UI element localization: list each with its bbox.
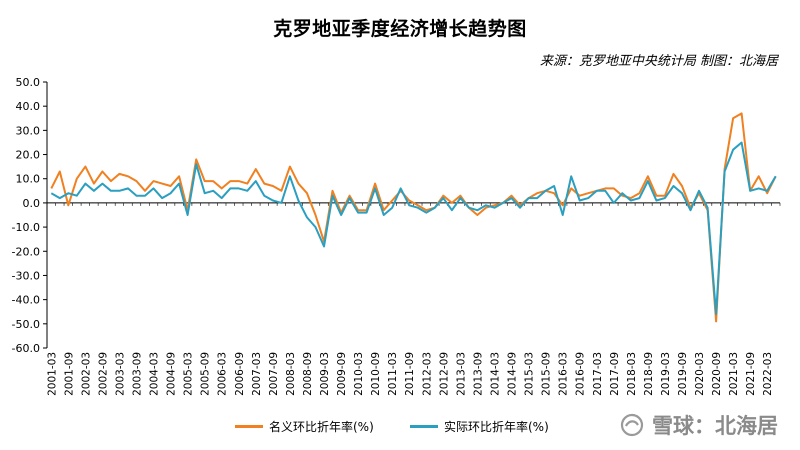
x-tick-label: 2007-09 xyxy=(268,352,280,396)
x-tick-label: 2008-09 xyxy=(302,352,314,396)
series-line-nominal xyxy=(50,112,777,323)
x-tick-label: 2009-03 xyxy=(319,352,331,396)
legend-item: 名义环比折年率(%) xyxy=(235,418,374,435)
x-tick-label: 2017-09 xyxy=(609,352,621,396)
x-tick-label: 2014-09 xyxy=(507,352,519,396)
x-tick-label: 2006-03 xyxy=(217,352,229,396)
x-tick-label: 2003-09 xyxy=(131,352,143,396)
x-tick-label: 2006-09 xyxy=(234,352,246,396)
legend-swatch xyxy=(410,425,438,428)
watermark: 雪球 ： 北海居 xyxy=(620,410,778,440)
x-tick-label: 2003-03 xyxy=(114,352,126,396)
x-tick-label: 2007-03 xyxy=(251,352,263,396)
x-tick-label: 2011-09 xyxy=(404,352,416,396)
x-tick-label: 2020-09 xyxy=(711,352,723,396)
y-tick-label: 10.0 xyxy=(16,173,41,186)
x-tick-label: 2009-09 xyxy=(336,352,348,396)
x-tick-label: 2018-09 xyxy=(643,352,655,396)
y-tick-label: -60.0 xyxy=(12,342,40,355)
x-tick-label: 2015-03 xyxy=(524,352,536,396)
x-tick-label: 2019-09 xyxy=(677,352,689,396)
chart-title: 克罗地亚季度经济增长趋势图 xyxy=(273,18,527,40)
y-tick-label: 0.0 xyxy=(23,197,41,210)
legend-label: 名义环比折年率(%) xyxy=(269,420,374,434)
x-tick-label: 2004-09 xyxy=(166,352,178,396)
x-tick-label: 2014-03 xyxy=(489,352,501,396)
x-tick-label: 2017-03 xyxy=(592,352,604,396)
y-tick-label: -10.0 xyxy=(12,221,40,234)
watermark-brand: 雪球 xyxy=(652,414,694,438)
x-tick-label: 2013-09 xyxy=(472,352,484,396)
snowball-logo-icon xyxy=(620,413,644,437)
x-tick-label: 2016-03 xyxy=(558,352,570,396)
chart-subtitle: 来源：克罗地亚中央统计局 制图：北海居 xyxy=(539,54,778,69)
x-tick-label: 2004-03 xyxy=(149,352,161,396)
x-tick-label: 2010-03 xyxy=(353,352,365,396)
y-tick-label: -30.0 xyxy=(12,269,40,282)
y-tick-label: 50.0 xyxy=(16,76,41,89)
x-tick-label: 2015-09 xyxy=(541,352,553,396)
series-line-real xyxy=(50,141,777,316)
legend-item: 实际环比折年率(%) xyxy=(410,418,549,435)
x-tick-label: 2005-03 xyxy=(183,352,195,396)
x-tick-label: 2021-03 xyxy=(728,352,740,396)
y-tick-label: 20.0 xyxy=(16,149,41,162)
x-tick-label: 2001-09 xyxy=(63,352,75,396)
x-tick-label: 2016-09 xyxy=(575,352,587,396)
x-tick-label: 2008-03 xyxy=(285,352,297,396)
watermark-separator: ： xyxy=(694,414,715,438)
x-tick-label: 2002-03 xyxy=(80,352,92,396)
x-tick-label: 2010-09 xyxy=(370,352,382,396)
watermark-author: 北海居 xyxy=(715,414,778,438)
x-tick-label: 2021-09 xyxy=(745,352,757,396)
x-tick-label: 2012-09 xyxy=(438,352,450,396)
x-tick-label: 2020-03 xyxy=(694,352,706,396)
x-tick-label: 2013-03 xyxy=(455,352,467,396)
y-tick-label: -20.0 xyxy=(12,245,40,258)
legend-swatch xyxy=(235,425,263,428)
x-tick-label: 2018-03 xyxy=(626,352,638,396)
legend-label: 实际环比折年率(%) xyxy=(444,420,549,434)
x-tick-label: 2005-09 xyxy=(200,352,212,396)
x-tick-label: 2019-03 xyxy=(660,352,672,396)
x-tick-label: 2022-03 xyxy=(762,352,774,396)
y-tick-label: -50.0 xyxy=(12,318,40,331)
x-tick-label: 2011-03 xyxy=(387,352,399,396)
y-tick-label: 30.0 xyxy=(16,124,41,137)
y-tick-label: -40.0 xyxy=(12,294,40,307)
x-tick-label: 2012-03 xyxy=(421,352,433,396)
y-tick-label: 40.0 xyxy=(16,100,41,113)
x-tick-label: 2001-03 xyxy=(46,352,58,396)
x-tick-label: 2002-09 xyxy=(97,352,109,396)
line-chart: 50.0 40.0 30.0 20.0 10.0 0.0 -10.0 -20.0 -30.0 -4… xyxy=(12,76,781,396)
